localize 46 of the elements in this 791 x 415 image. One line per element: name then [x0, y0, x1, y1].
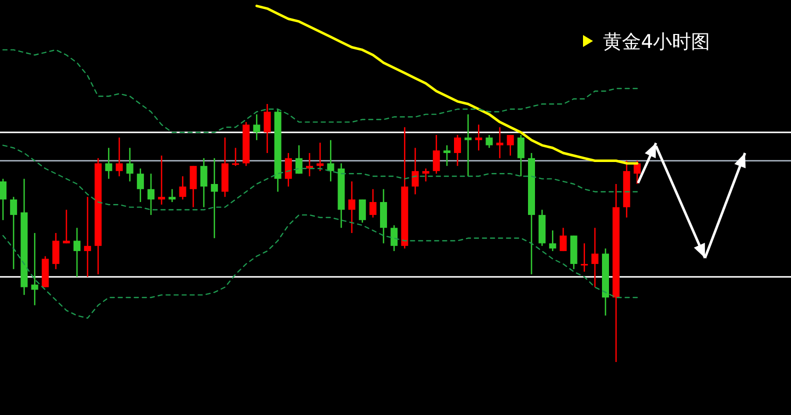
candlestick [210, 158, 218, 239]
candlestick [136, 168, 144, 203]
candlestick [105, 147, 112, 180]
candlestick [253, 114, 260, 141]
candlestick [369, 188, 376, 218]
candlestick [0, 178, 6, 221]
candlestick [316, 142, 324, 172]
candlestick [10, 196, 18, 270]
candlestick [295, 144, 302, 174]
candlestick [31, 232, 38, 306]
candlestick [158, 154, 166, 206]
candlestick [580, 242, 588, 272]
candlestick [443, 144, 450, 167]
candlestick [200, 158, 208, 208]
candlestick [73, 227, 80, 278]
candlestick [591, 227, 598, 288]
candlestick [390, 224, 398, 252]
candlestick [517, 134, 524, 177]
candlestick [264, 103, 271, 154]
candlestick [464, 114, 472, 177]
candlestick [348, 180, 356, 234]
candlestick [327, 139, 334, 182]
candlestick [190, 165, 197, 208]
candlestick [84, 196, 92, 278]
candlestick [486, 134, 493, 149]
candlestick [634, 160, 641, 185]
candlestick [358, 198, 366, 224]
candlestick [454, 134, 462, 167]
candlestick [126, 147, 134, 182]
candlestick [506, 134, 514, 156]
candlestick [432, 134, 440, 174]
candlestick [232, 147, 240, 167]
candlestick [147, 173, 154, 216]
candlestick [284, 152, 292, 188]
candlestick [422, 168, 430, 182]
candlestick [549, 230, 556, 252]
candlestick [496, 126, 504, 159]
candlestick [116, 136, 123, 177]
candlestick [168, 188, 176, 203]
candlestick [475, 124, 482, 152]
candlestick [560, 227, 567, 252]
candlestick [412, 147, 419, 195]
candlestick [179, 176, 186, 200]
candlestick [62, 209, 70, 244]
candlestick [52, 232, 60, 270]
chart-title: 黄金4小时图 [603, 31, 710, 53]
